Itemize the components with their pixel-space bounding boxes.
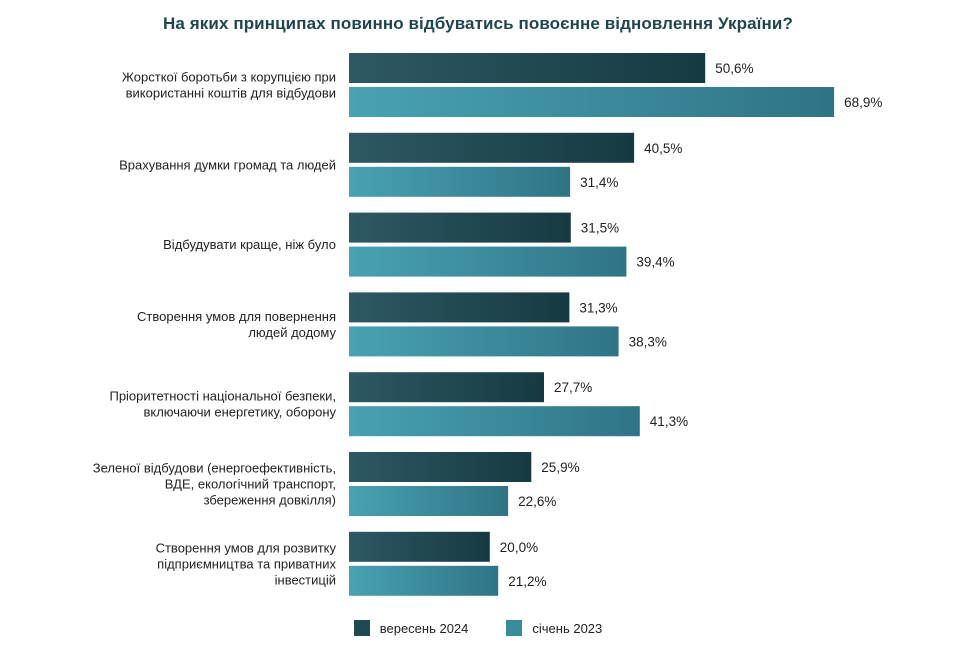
value-label-5-series-1: 27,7% [554, 380, 592, 395]
bar-4-series-1 [349, 292, 570, 323]
bar-2-series-1 [349, 132, 635, 163]
category-label-7-line-3: інвестицій [275, 572, 336, 587]
value-label-7-series-1: 20,0% [500, 540, 538, 555]
category-label-1-line-1: Жорсткої боротьби з корупцією при [122, 70, 336, 85]
value-label-3-series-2: 39,4% [636, 255, 674, 270]
category-label-7-line-2: підприємництва та приватних [157, 556, 336, 571]
legend-label-series-1: вересень 2024 [379, 620, 469, 636]
category-label-6-line-2: ВДЕ, екологічний транспорт, [165, 477, 336, 492]
value-label-1-series-1: 50,6% [715, 61, 753, 76]
bar-2-series-2 [349, 166, 571, 197]
category-label-5-line-1: Пріоритетності національної безпеки, [109, 389, 336, 404]
value-label-6-series-1: 25,9% [541, 460, 579, 475]
value-label-4-series-2: 38,3% [629, 334, 667, 349]
value-labels: 50,6% 68,9% 40,5% 31,4% 31,5% 39,4% 31,3% 38,3%… [500, 61, 883, 589]
value-label-2-series-1: 40,5% [644, 141, 682, 156]
value-label-1-series-2: 68,9% [844, 95, 882, 110]
value-label-6-series-2: 22,6% [518, 494, 556, 509]
bar-1-series-2 [349, 87, 835, 117]
legend-label-series-2: січень 2023 [532, 620, 603, 636]
category-label-6-line-3: збереження довкілля) [204, 493, 336, 508]
bar-5-series-1 [349, 372, 544, 403]
value-label-5-series-2: 41,3% [650, 414, 688, 429]
value-label-2-series-2: 31,4% [580, 175, 618, 190]
legend-swatch-series-1 [353, 620, 370, 636]
category-label-2-line-1: Врахування думки громад та людей [119, 157, 336, 172]
bars-group [349, 53, 835, 596]
legend: вересень 2024 січень 2023 [0, 620, 956, 636]
category-label-3-line-1: Відбудувати краще, ніж було [163, 237, 336, 252]
bar-7-series-2 [349, 565, 499, 596]
bar-6-series-2 [349, 486, 509, 516]
category-label-7-line-1: Створення умов для розвитку [156, 540, 337, 555]
bar-3-series-1 [349, 212, 571, 243]
legend-item-series-2: січень 2023 [506, 620, 602, 636]
category-label-5-line-2: включаючи енергетику, оборону [143, 405, 336, 420]
bar-3-series-2 [349, 246, 627, 277]
category-label-6-line-1: Зеленої відбудови (енергоефективність, [93, 461, 336, 476]
bar-4-series-2 [349, 326, 619, 357]
bar-1-series-1 [349, 53, 706, 83]
value-label-7-series-2: 21,2% [508, 574, 546, 589]
category-label-1-line-2: використанні коштів для відбудови [126, 86, 336, 101]
category-labels: Жорсткої боротьби з корупцією привикорис… [93, 70, 337, 588]
value-label-4-series-1: 31,3% [579, 300, 617, 315]
category-label-4-line-2: людей додому [248, 325, 336, 340]
category-label-4-line-1: Створення умов для повернення [137, 309, 336, 324]
bar-7-series-1 [349, 531, 490, 562]
chart-title: На яких принципах повинно відбуватись по… [163, 14, 793, 33]
legend-swatch-series-2 [506, 620, 523, 636]
legend-item-series-1: вересень 2024 [353, 620, 469, 636]
bar-6-series-1 [349, 452, 532, 482]
value-label-3-series-1: 31,5% [581, 221, 619, 236]
bar-5-series-2 [349, 406, 640, 437]
